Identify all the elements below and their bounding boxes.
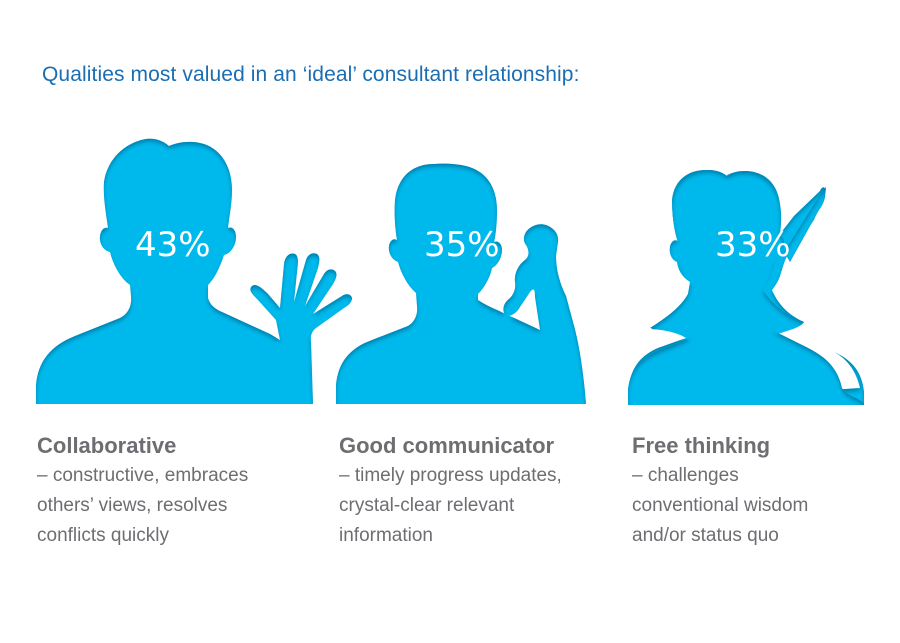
quality-description-line: conflicts quickly bbox=[37, 525, 169, 546]
quality-label: Free thinking bbox=[632, 433, 771, 458]
percent-value-communicator: 35% bbox=[424, 225, 500, 265]
quality-label: Collaborative bbox=[37, 433, 177, 458]
man-on-phone-silhouette-icon bbox=[336, 163, 586, 404]
quality-description-line: information bbox=[339, 525, 433, 546]
pencil-icon bbox=[784, 187, 826, 262]
quality-description-line: others’ views, resolves bbox=[37, 495, 228, 516]
quality-description-line: – constructive, embraces bbox=[37, 465, 249, 486]
caption-free-thinking: Free thinking – challenges conventional … bbox=[632, 431, 900, 551]
quality-description-line: and/or status quo bbox=[632, 525, 779, 546]
man-waving-silhouette-icon bbox=[36, 138, 352, 404]
quality-description-line: crystal-clear relevant bbox=[339, 495, 515, 516]
quality-description-line: conventional wisdom bbox=[632, 495, 809, 516]
caption-good-communicator: Good communicator – timely progress upda… bbox=[339, 431, 629, 551]
percent-value-free-thinking: 33% bbox=[715, 225, 791, 265]
quality-label: Good communicator bbox=[339, 433, 555, 458]
percent-value-collaborative: 43% bbox=[135, 225, 211, 265]
quality-description-line: – timely progress updates, bbox=[339, 465, 562, 486]
quality-description-line: – challenges bbox=[632, 465, 739, 486]
woman-body-silhouette-icon bbox=[628, 170, 864, 405]
chart-title: Qualities most valued in an ‘ideal’ cons… bbox=[42, 63, 580, 86]
caption-collaborative: Collaborative – constructive, embraces o… bbox=[37, 431, 327, 551]
